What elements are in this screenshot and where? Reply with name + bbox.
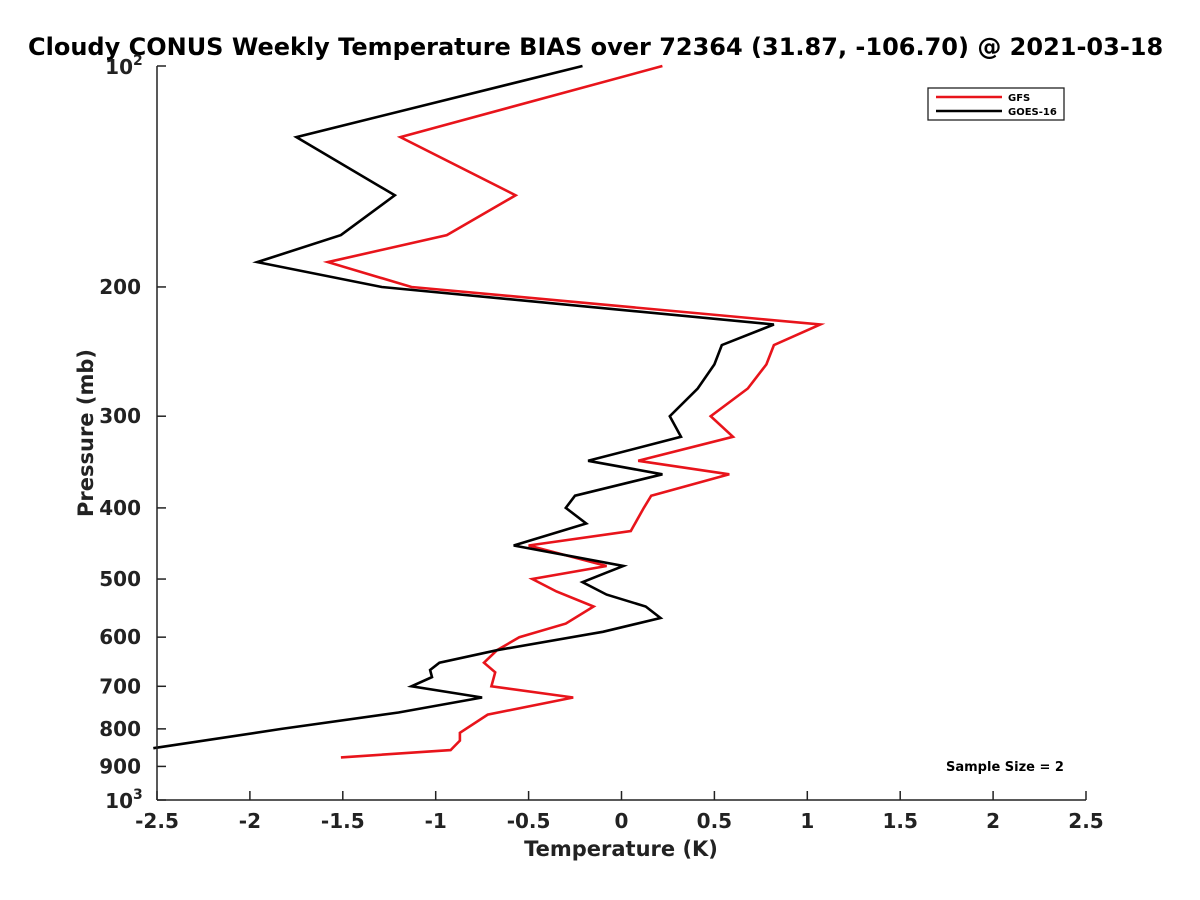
y-tick-label: 700 (99, 674, 141, 698)
sample-size-annotation: Sample Size = 2 (946, 760, 1064, 775)
axes-group: -2.5 -2 -1.5 -1 -0.5 0 0.5 1 1.5 2 2.510 2200300400… (99, 53, 1103, 833)
y-tick-label: 500 (99, 567, 141, 591)
legend-box (927, 87, 1065, 121)
y-tick-label-exponent: 2 (133, 53, 143, 69)
y-axis-label: Pressure (mb) (74, 349, 98, 517)
y-tick-label: 800 (99, 717, 141, 741)
y-tick-label: 10 (105, 55, 133, 79)
legend-entry-1: GOES-16 (1008, 107, 1057, 118)
x-tick-label: 0.5 (697, 809, 732, 833)
y-tick-label-exponent: 3 (133, 787, 143, 803)
x-tick-label: -1 (425, 809, 447, 833)
x-tick-label: 0 (615, 809, 629, 833)
y-tick-label: 600 (99, 625, 141, 649)
y-tick-label: 200 (99, 275, 141, 299)
legend: GFS GOES-16 (927, 87, 1065, 121)
series-group (153, 64, 826, 759)
chart-title: Cloudy CONUS Weekly Temperature BIAS ove… (28, 33, 1163, 61)
x-tick-label: 1.5 (882, 809, 917, 833)
y-tick-label: 400 (99, 496, 141, 520)
series-line-0 (322, 64, 826, 759)
y-tick-label: 300 (99, 404, 141, 428)
legend-entry-0: GFS (1008, 93, 1030, 104)
series-line-1 (153, 64, 775, 750)
x-tick-label: -1.5 (321, 809, 365, 833)
x-tick-label: 2.5 (1068, 809, 1103, 833)
x-axis-label: Temperature (K) (524, 837, 718, 861)
x-tick-label: 1 (800, 809, 814, 833)
y-tick-label: 10 (105, 789, 133, 813)
x-tick-label: -0.5 (507, 809, 551, 833)
x-tick-label: -2.5 (135, 809, 179, 833)
y-tick-label: 900 (99, 754, 141, 778)
x-tick-label: -2 (239, 809, 261, 833)
x-tick-label: 2 (986, 809, 1000, 833)
